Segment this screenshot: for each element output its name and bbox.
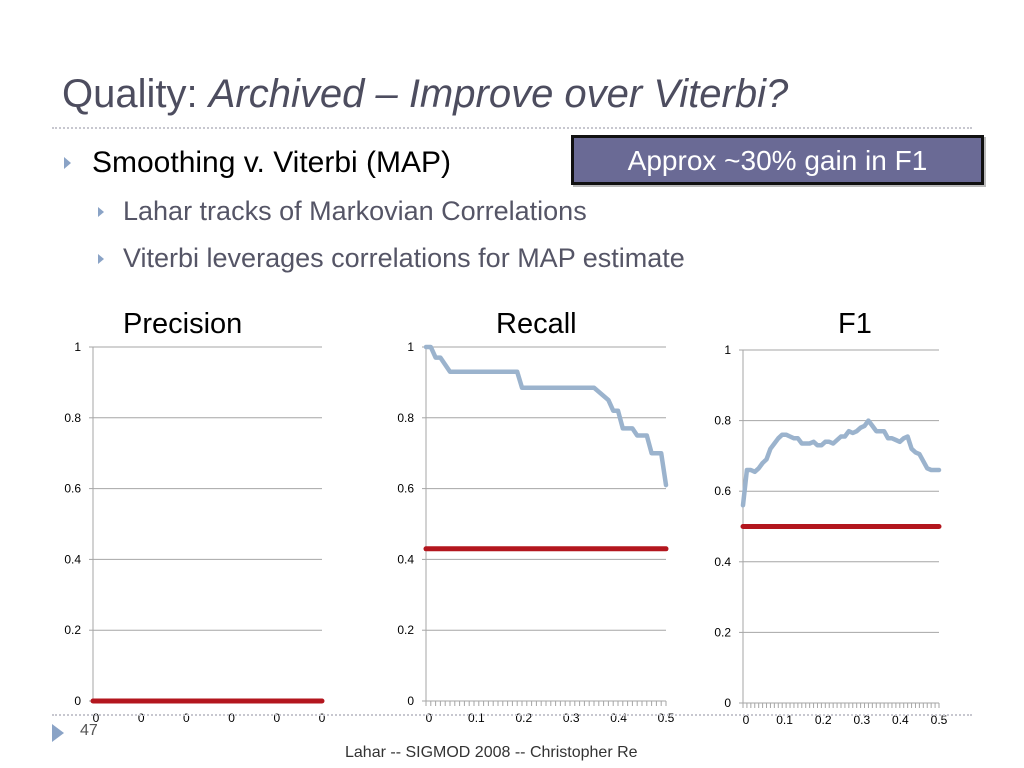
x-tick-label: 0.1 bbox=[776, 713, 793, 727]
chart-title-f1: F1 bbox=[838, 308, 872, 340]
smoothing-series-line bbox=[740, 418, 942, 508]
y-tick-label: 0.4 bbox=[64, 552, 81, 566]
recall-chart: 00.20.40.60.810 0.1 0.2 0.3 0.4 0.5 bbox=[397, 340, 674, 725]
y-tick-label: 1 bbox=[407, 340, 414, 354]
bullet-triangle-icon bbox=[64, 157, 71, 169]
bullet-sub-1: Lahar tracks of Markovian Correlations bbox=[123, 196, 587, 226]
y-tick-label: 0.4 bbox=[714, 555, 731, 569]
y-tick-label: 0.8 bbox=[64, 411, 81, 425]
x-tick-label: 0 bbox=[319, 711, 326, 725]
y-tick-label: 0.2 bbox=[64, 623, 81, 637]
smoothing-series-line bbox=[423, 344, 669, 488]
y-tick-label: 0.8 bbox=[397, 411, 414, 425]
precision-chart: 00.20.40.60.810 0 0 0 0 0 bbox=[64, 340, 325, 725]
f1-chart: 0 0.2 0.4 0.6 0.8 1 0 0.1 0.2 0.3 0.4 0.5 bbox=[714, 343, 947, 727]
x-tick-label: 0 bbox=[273, 711, 280, 725]
bullet-sub-2: Viterbi leverages correlations for MAP e… bbox=[123, 243, 685, 273]
bullet-main: Smoothing v. Viterbi (MAP) bbox=[92, 146, 452, 179]
y-tick-label: 0.2 bbox=[397, 623, 414, 637]
sub-bullet-triangle-icon bbox=[98, 254, 104, 264]
y-tick-label: 0.2 bbox=[714, 625, 731, 639]
slide-title: Quality: Archived – Improve over Viterbi… bbox=[62, 72, 788, 117]
sub-bullet-triangle-icon bbox=[98, 207, 104, 217]
y-tick-label: 0.6 bbox=[397, 482, 414, 496]
y-tick-label: 0.8 bbox=[714, 414, 731, 428]
x-tick-label: 0 bbox=[228, 711, 235, 725]
y-tick-label: 1 bbox=[724, 343, 731, 357]
x-tick-label: 0 bbox=[138, 711, 145, 725]
x-tick-label: 0 bbox=[426, 711, 433, 725]
y-tick-label: 0.6 bbox=[64, 482, 81, 496]
x-tick-label: 0.5 bbox=[931, 713, 948, 727]
chart-title-recall: Recall bbox=[496, 308, 577, 340]
x-tick-label: 0 bbox=[183, 711, 190, 725]
x-tick-label: 0.3 bbox=[853, 713, 870, 727]
x-tick-label: 0.2 bbox=[815, 713, 832, 727]
y-tick-label: 0 bbox=[407, 694, 414, 708]
chart-title-precision: Precision bbox=[123, 308, 243, 340]
x-tick-label: 0.4 bbox=[892, 713, 909, 727]
slide-number: 47 bbox=[80, 722, 98, 739]
y-tick-label: 0.6 bbox=[714, 484, 731, 498]
x-tick-label: 0 bbox=[743, 713, 750, 727]
footer-divider bbox=[52, 714, 972, 716]
title-plain: Quality: bbox=[62, 72, 209, 116]
title-italic: Archived – Improve over Viterbi? bbox=[208, 72, 789, 116]
y-tick-label: 1 bbox=[74, 340, 81, 354]
callout-box: Approx ~30% gain in F1 bbox=[571, 135, 984, 185]
x-tick-label: 0 bbox=[93, 711, 100, 725]
y-tick-label: 0.4 bbox=[397, 552, 414, 566]
footer-text: Lahar -- SIGMOD 2008 -- Christopher Re bbox=[345, 744, 638, 761]
y-tick-label: 0 bbox=[74, 694, 81, 708]
corner-triangle-icon bbox=[52, 724, 64, 742]
y-tick-label: 0 bbox=[724, 696, 731, 710]
title-divider bbox=[52, 127, 972, 129]
